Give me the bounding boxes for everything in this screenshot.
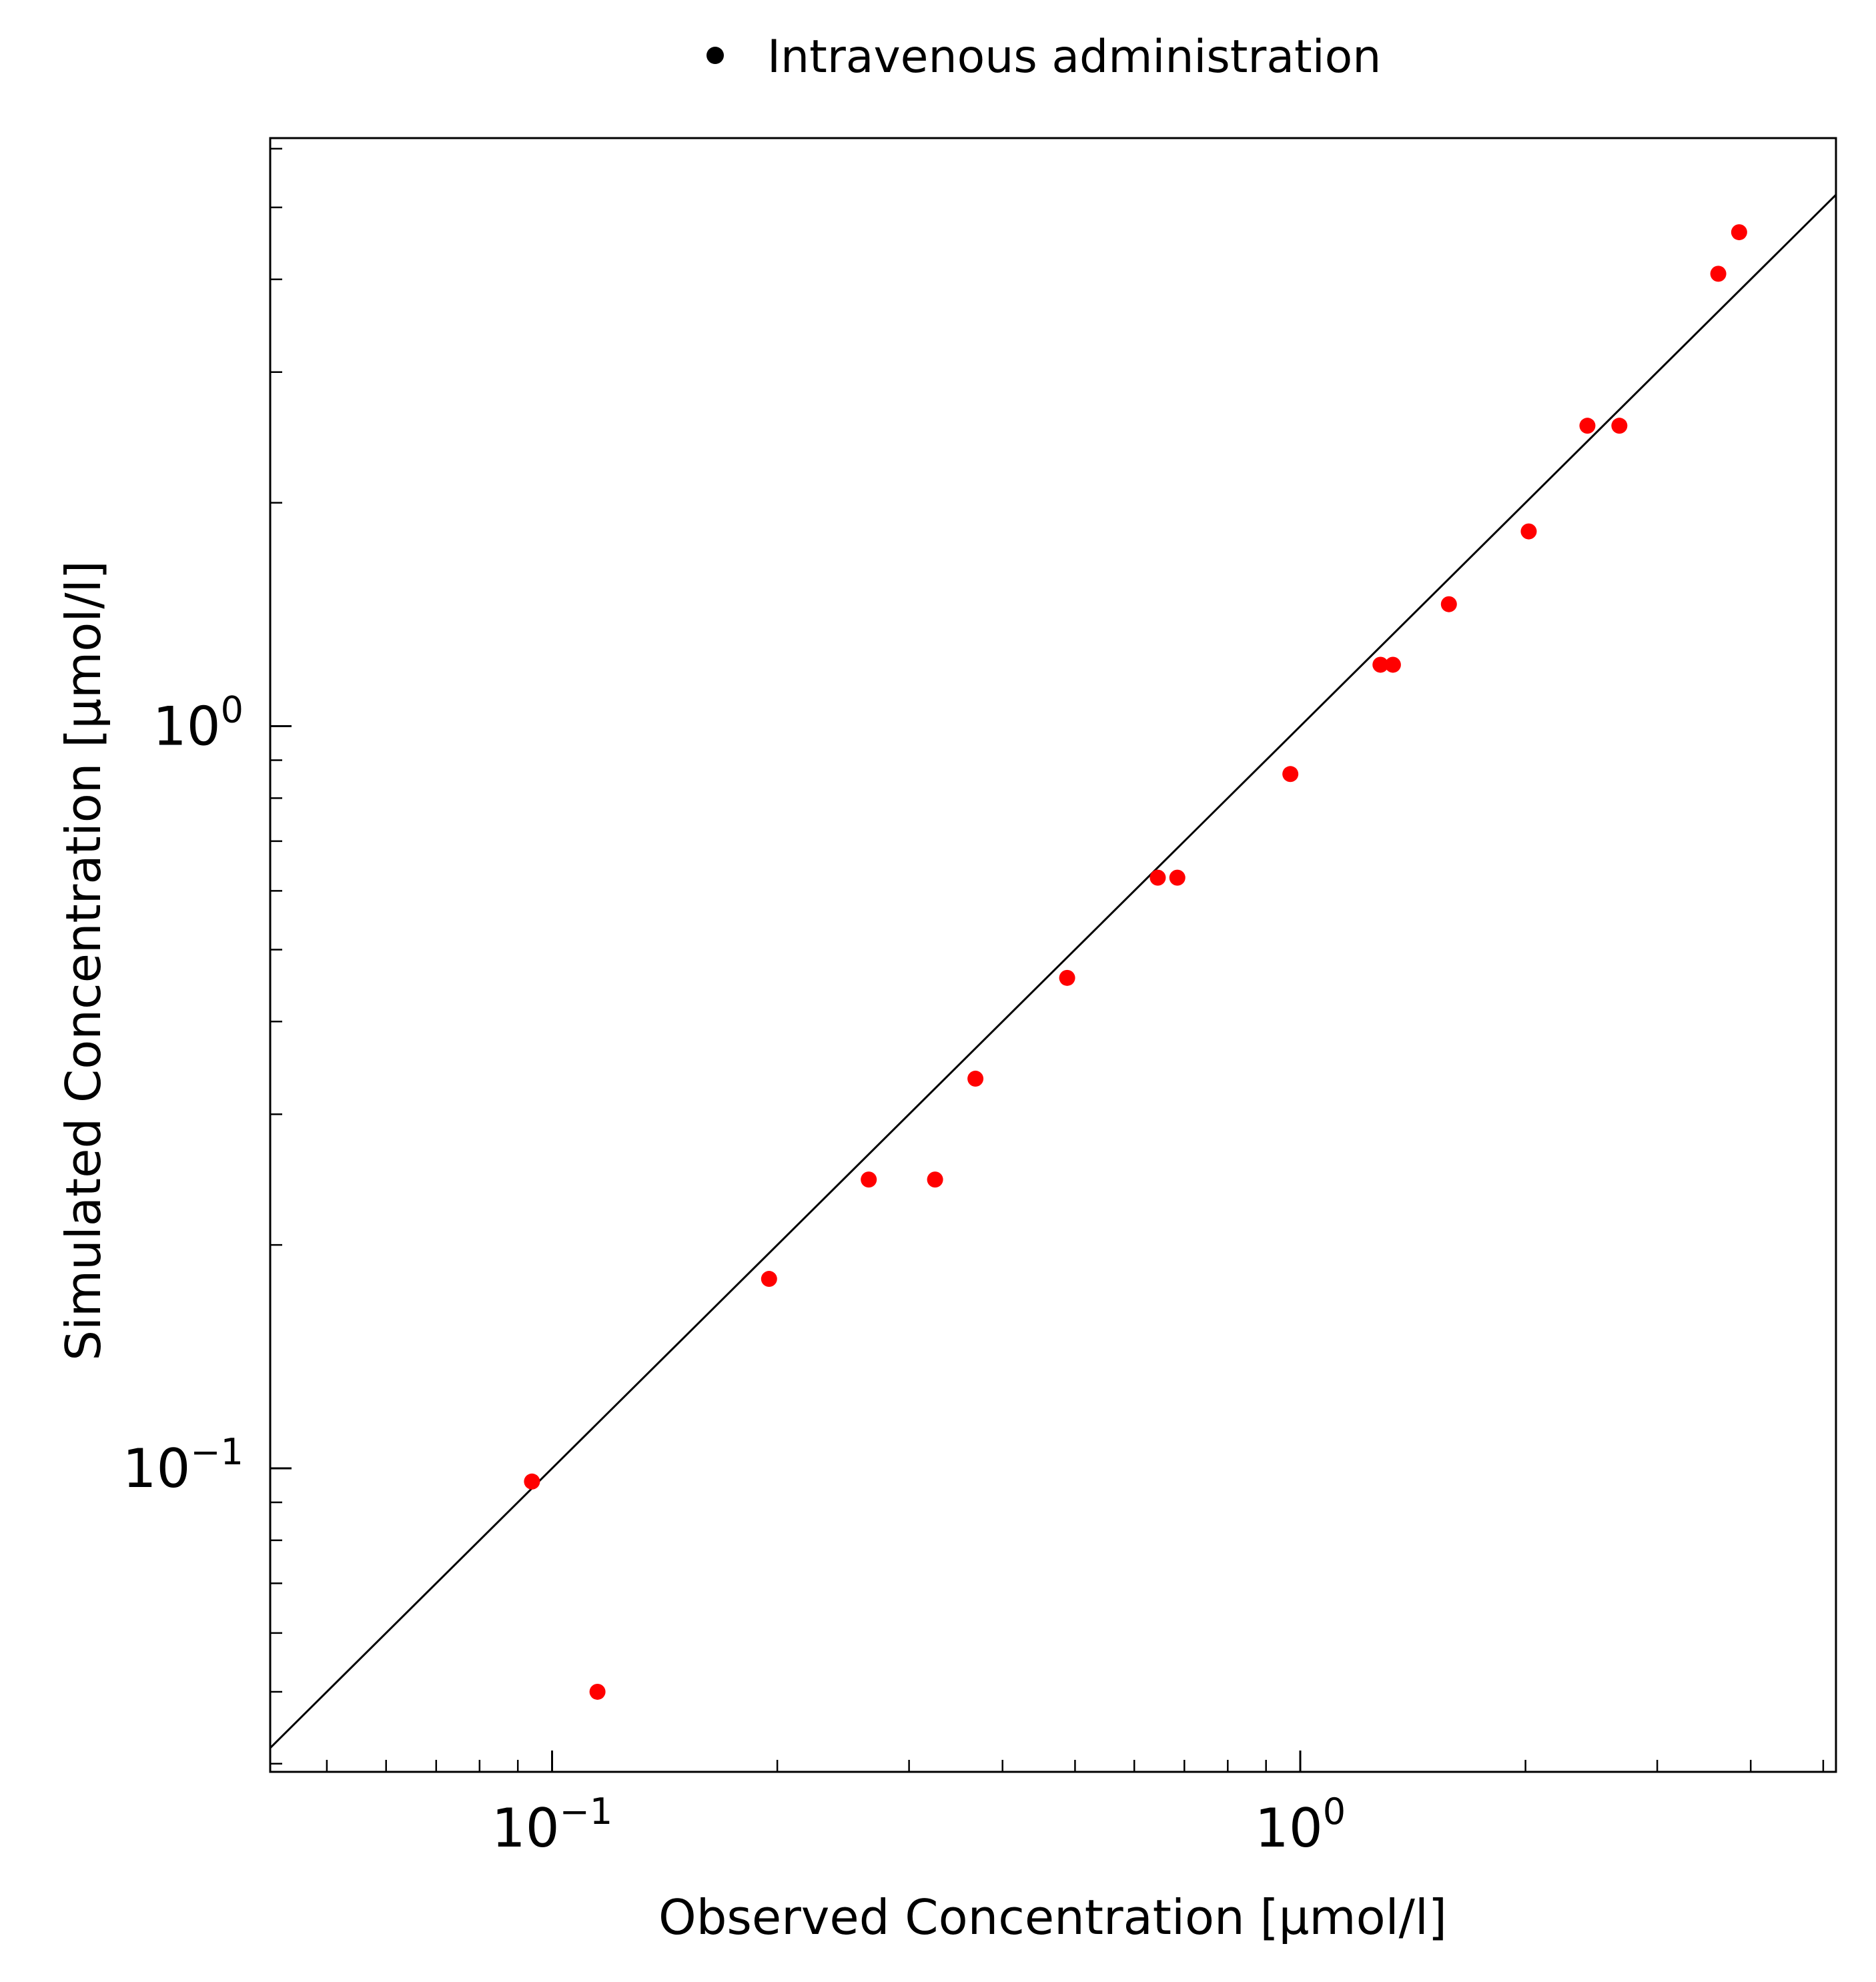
x-axis-tick-labels: 10−1 100: [492, 1791, 1346, 1859]
y-axis-label: Simulated Concentration [µmol/l]: [55, 560, 111, 1360]
legend-label: Intravenous administration: [767, 31, 1381, 83]
data-point: [761, 1271, 777, 1288]
data-point: [1282, 766, 1299, 783]
y-tick-label: 100: [153, 689, 244, 758]
data-point: [1520, 523, 1537, 540]
data-point: [1384, 656, 1401, 673]
data-point: [927, 1171, 943, 1188]
plot-frame: [269, 137, 1837, 1773]
plot-area: [269, 137, 1837, 1773]
data-point: [861, 1171, 877, 1188]
y-axis-tick-labels: 10−1 100: [123, 689, 244, 1500]
data-point: [1149, 869, 1166, 886]
data-point: [1710, 266, 1727, 282]
x-tick-label: 100: [1255, 1791, 1346, 1859]
data-point: [524, 1473, 540, 1490]
x-axis-label: Observed Concentration [µmol/l]: [658, 1889, 1447, 1945]
data-point: [1059, 969, 1075, 986]
data-point: [1372, 656, 1389, 673]
data-point: [1611, 418, 1628, 434]
x-axis-ticks: [326, 1751, 1825, 1772]
data-point: [1579, 418, 1596, 434]
data-point: [1440, 596, 1457, 612]
y-tick-label: 10−1: [123, 1431, 244, 1500]
data-point: [1731, 224, 1747, 241]
y-axis-ticks: [270, 147, 292, 1765]
data-point: [589, 1683, 606, 1700]
data-point: [967, 1070, 984, 1087]
x-tick-label: 10−1: [492, 1791, 612, 1859]
data-point: [1169, 869, 1186, 886]
legend-marker: [707, 47, 724, 64]
data-points: [524, 224, 1747, 1700]
legend: Intravenous administration: [707, 31, 1381, 83]
